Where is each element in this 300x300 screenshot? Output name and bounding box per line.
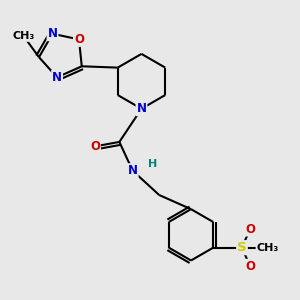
Text: O: O [245, 260, 255, 273]
Text: O: O [90, 140, 100, 153]
Text: O: O [245, 223, 255, 236]
Text: CH₃: CH₃ [12, 31, 34, 41]
Text: O: O [74, 33, 84, 46]
Text: N: N [136, 102, 146, 115]
Text: N: N [128, 164, 138, 177]
Text: S: S [237, 241, 247, 254]
Text: CH₃: CH₃ [256, 243, 279, 253]
Text: H: H [148, 159, 157, 169]
Text: N: N [47, 27, 58, 40]
Text: N: N [52, 71, 62, 84]
